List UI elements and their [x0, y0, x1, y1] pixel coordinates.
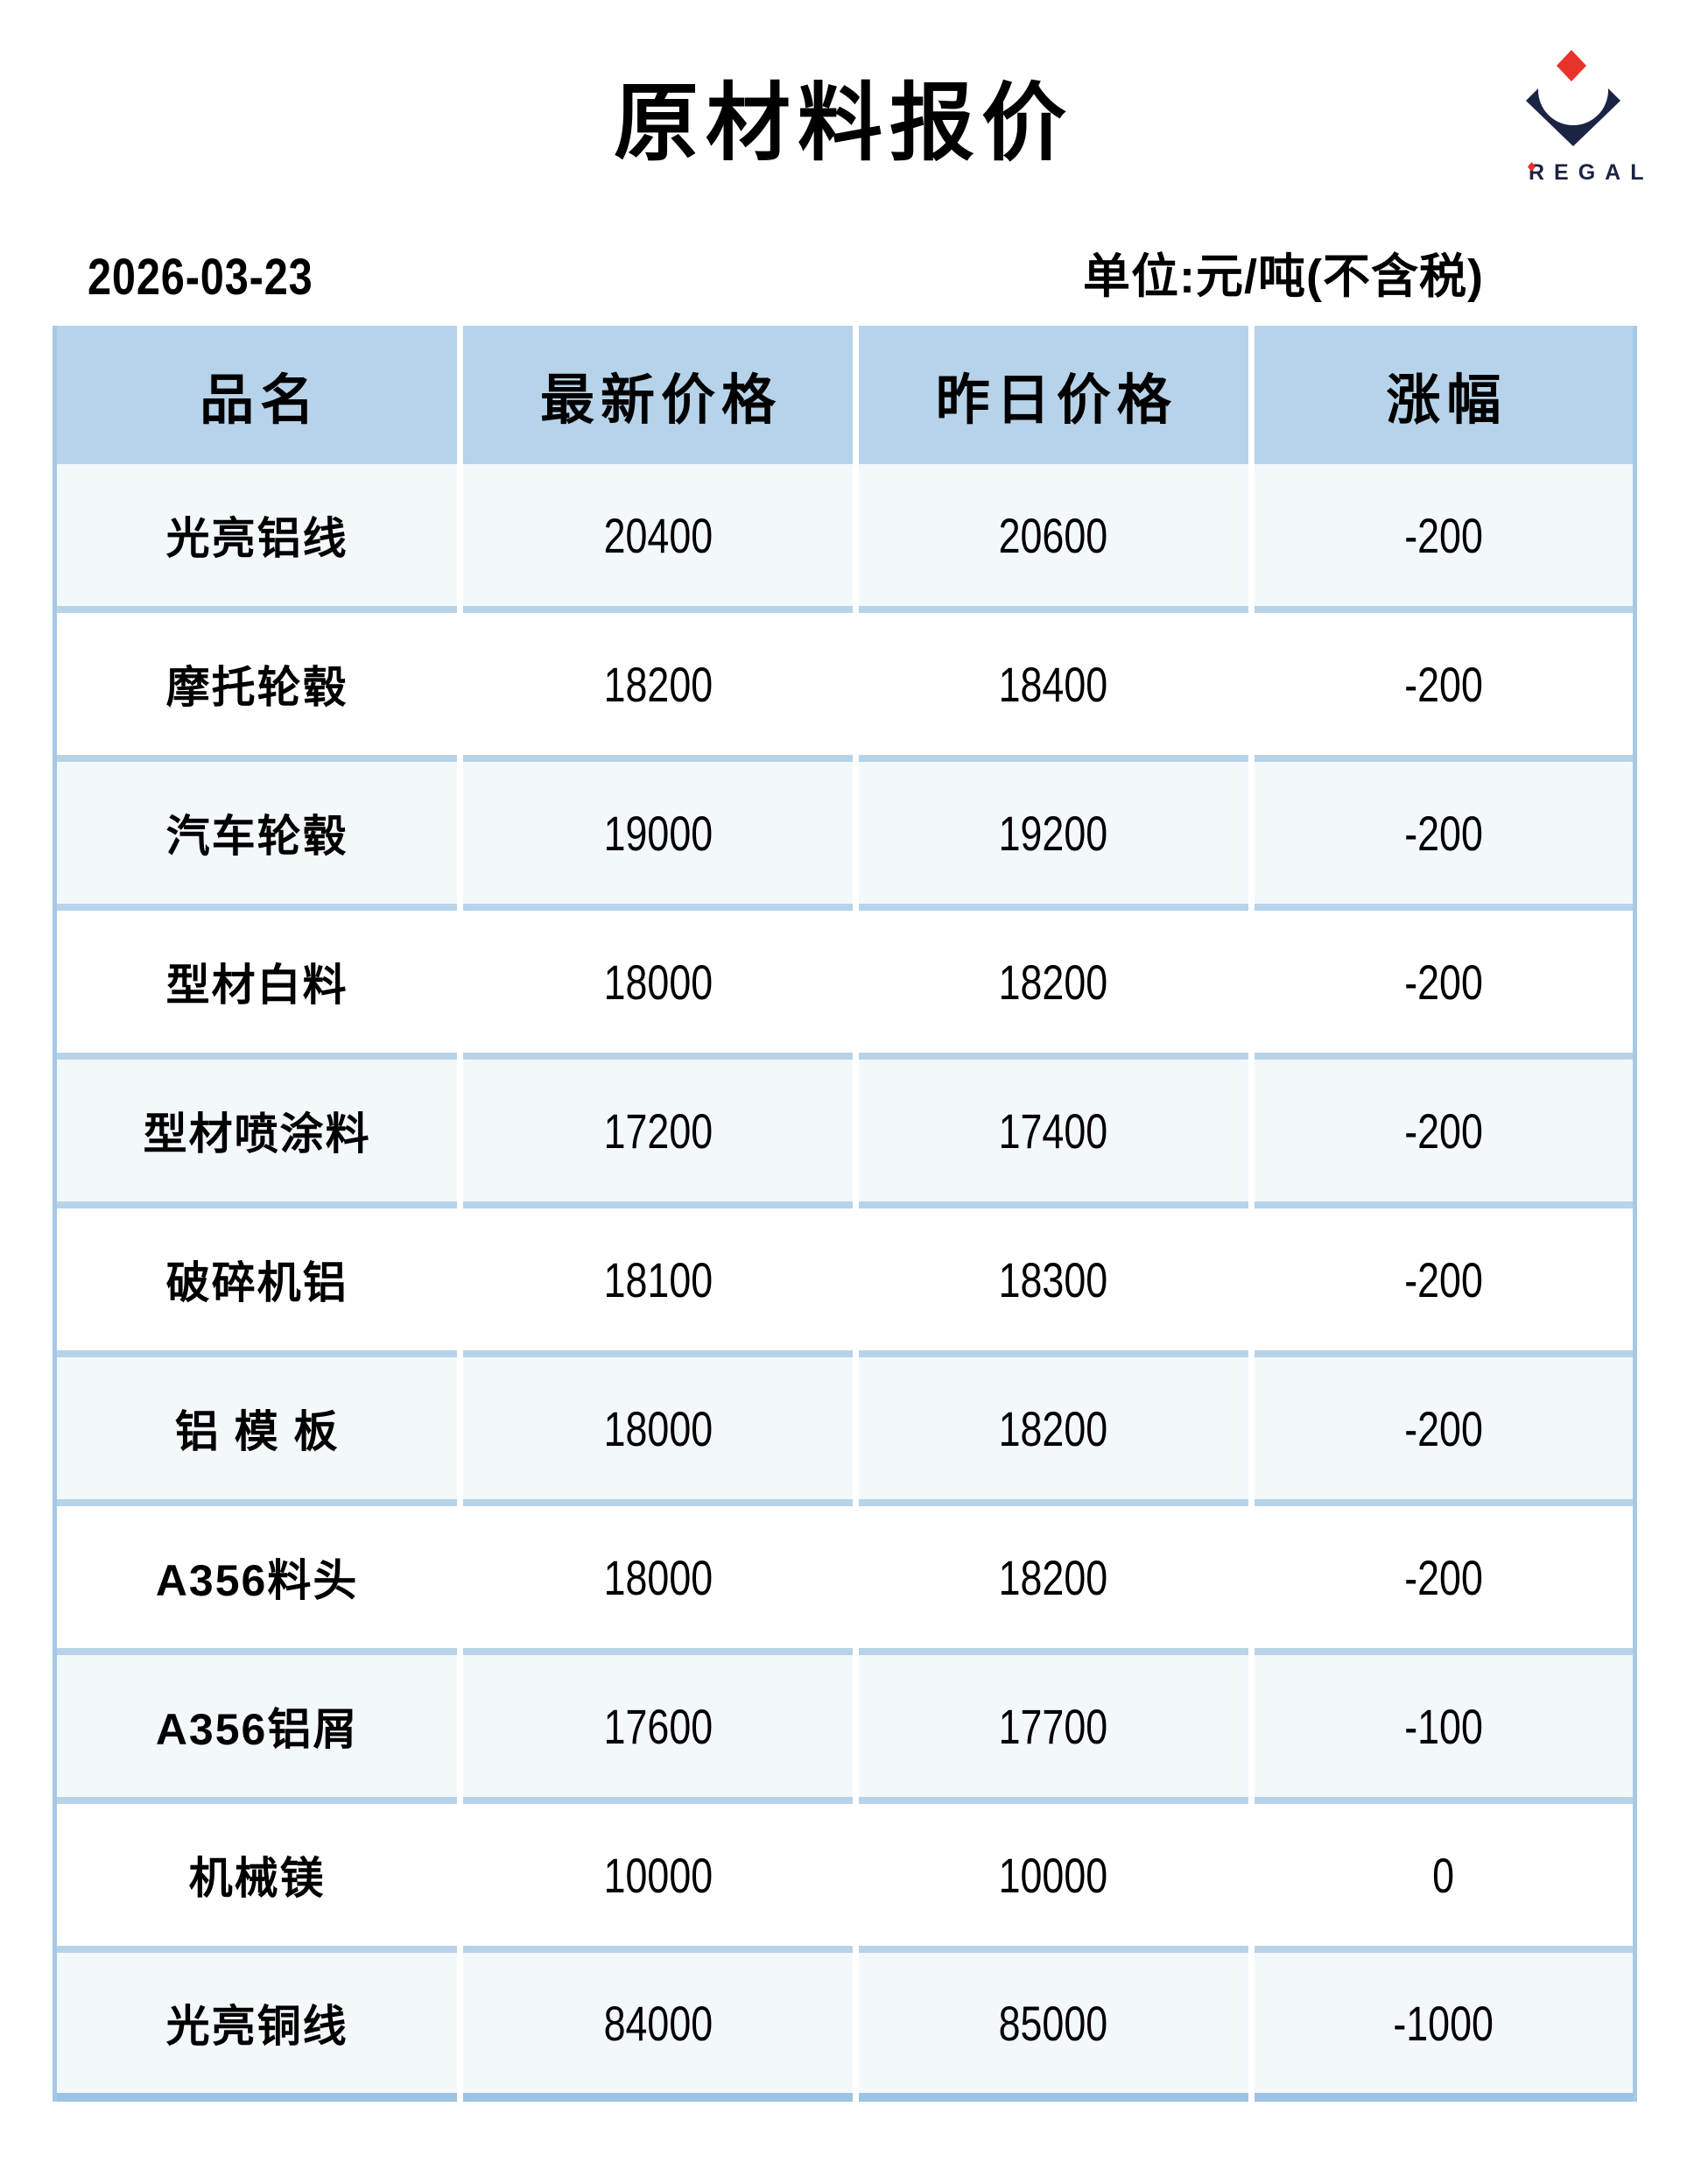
product-name: A356料头	[57, 1506, 458, 1655]
table-row: 光亮铜线 84000 85000 -1000	[57, 1953, 1633, 2102]
price-change: -200	[1254, 613, 1633, 762]
latest-price: 18100	[463, 1208, 853, 1357]
price-change: 0	[1254, 1804, 1633, 1953]
price-change: -200	[1254, 911, 1633, 1060]
latest-price: 84000	[463, 1953, 853, 2102]
page-title: 原材料报价	[614, 73, 1073, 173]
price-table: 品名 最新价格 昨日价格 涨幅 光亮铝线 20400 20600 -200 摩托…	[53, 326, 1637, 2102]
price-change: -200	[1254, 1208, 1633, 1357]
table-row: 破碎机铝 18100 18300 -200	[57, 1208, 1633, 1357]
latest-price: 10000	[463, 1804, 853, 1953]
price-change: -200	[1254, 1357, 1633, 1506]
price-change: -1000	[1254, 1953, 1633, 2102]
yesterday-price: 18400	[858, 613, 1248, 762]
table-row: 型材白料 18000 18200 -200	[57, 911, 1633, 1060]
latest-price: 17600	[463, 1655, 853, 1804]
price-change: -200	[1254, 762, 1633, 911]
column-header-name: 品名	[57, 326, 458, 464]
latest-price: 18200	[463, 613, 853, 762]
product-name: 光亮铝线	[57, 464, 458, 613]
price-table-body: 光亮铝线 20400 20600 -200 摩托轮毂 18200 18400 -…	[57, 464, 1633, 2102]
column-header-change: 涨幅	[1254, 326, 1633, 464]
column-header-latest-price: 最新价格	[463, 326, 853, 464]
yesterday-price: 20600	[858, 464, 1248, 613]
product-name: 破碎机铝	[57, 1208, 458, 1357]
table-row: A356铝屑 17600 17700 -100	[57, 1655, 1633, 1804]
yesterday-price: 18200	[858, 911, 1248, 1060]
table-header-row: 品名 最新价格 昨日价格 涨幅	[57, 326, 1633, 464]
table-row: 摩托轮毂 18200 18400 -200	[57, 613, 1633, 762]
yesterday-price: 10000	[858, 1804, 1248, 1953]
yesterday-price: 85000	[858, 1953, 1248, 2102]
product-name: A356铝屑	[57, 1655, 458, 1804]
brand-logo-text: REGAL	[1529, 160, 1650, 185]
price-change: -200	[1254, 1060, 1633, 1208]
product-name: 摩托轮毂	[57, 613, 458, 762]
brand-logo: REGAL	[1517, 42, 1650, 187]
price-change: -100	[1254, 1655, 1633, 1804]
table-row: 型材喷涂料 17200 17400 -200	[57, 1060, 1633, 1208]
price-change: -200	[1254, 464, 1633, 613]
product-name: 机械镁	[57, 1804, 458, 1953]
unit-label: 单位:元/吨(不含税)	[1083, 250, 1484, 303]
yesterday-price: 18200	[858, 1357, 1248, 1506]
product-name: 汽车轮毂	[57, 762, 458, 911]
yesterday-price: 18200	[858, 1506, 1248, 1655]
meta-row: 2026-03-23 单位:元/吨(不含税)	[88, 245, 1484, 306]
table-row: 汽车轮毂 19000 19200 -200	[57, 762, 1633, 911]
yesterday-price: 17400	[858, 1060, 1248, 1208]
table-row: 铝 模 板 18000 18200 -200	[57, 1357, 1633, 1506]
table-row: 光亮铝线 20400 20600 -200	[57, 464, 1633, 613]
latest-price: 20400	[463, 464, 853, 613]
table-row: A356料头 18000 18200 -200	[57, 1506, 1633, 1655]
yesterday-price: 18300	[858, 1208, 1248, 1357]
yesterday-price: 17700	[858, 1655, 1248, 1804]
column-header-yesterday-price: 昨日价格	[858, 326, 1248, 464]
regal-diamond-icon: REGAL	[1526, 50, 1650, 185]
latest-price: 18000	[463, 1357, 853, 1506]
quote-date: 2026-03-23	[88, 249, 313, 306]
latest-price: 17200	[463, 1060, 853, 1208]
product-name: 型材喷涂料	[57, 1060, 458, 1208]
product-name: 光亮铜线	[57, 1953, 458, 2102]
latest-price: 18000	[463, 1506, 853, 1655]
yesterday-price: 19200	[858, 762, 1248, 911]
latest-price: 19000	[463, 762, 853, 911]
product-name: 型材白料	[57, 911, 458, 1060]
latest-price: 18000	[463, 911, 853, 1060]
price-change: -200	[1254, 1506, 1633, 1655]
product-name: 铝 模 板	[57, 1357, 458, 1506]
table-row: 机械镁 10000 10000 0	[57, 1804, 1633, 1953]
